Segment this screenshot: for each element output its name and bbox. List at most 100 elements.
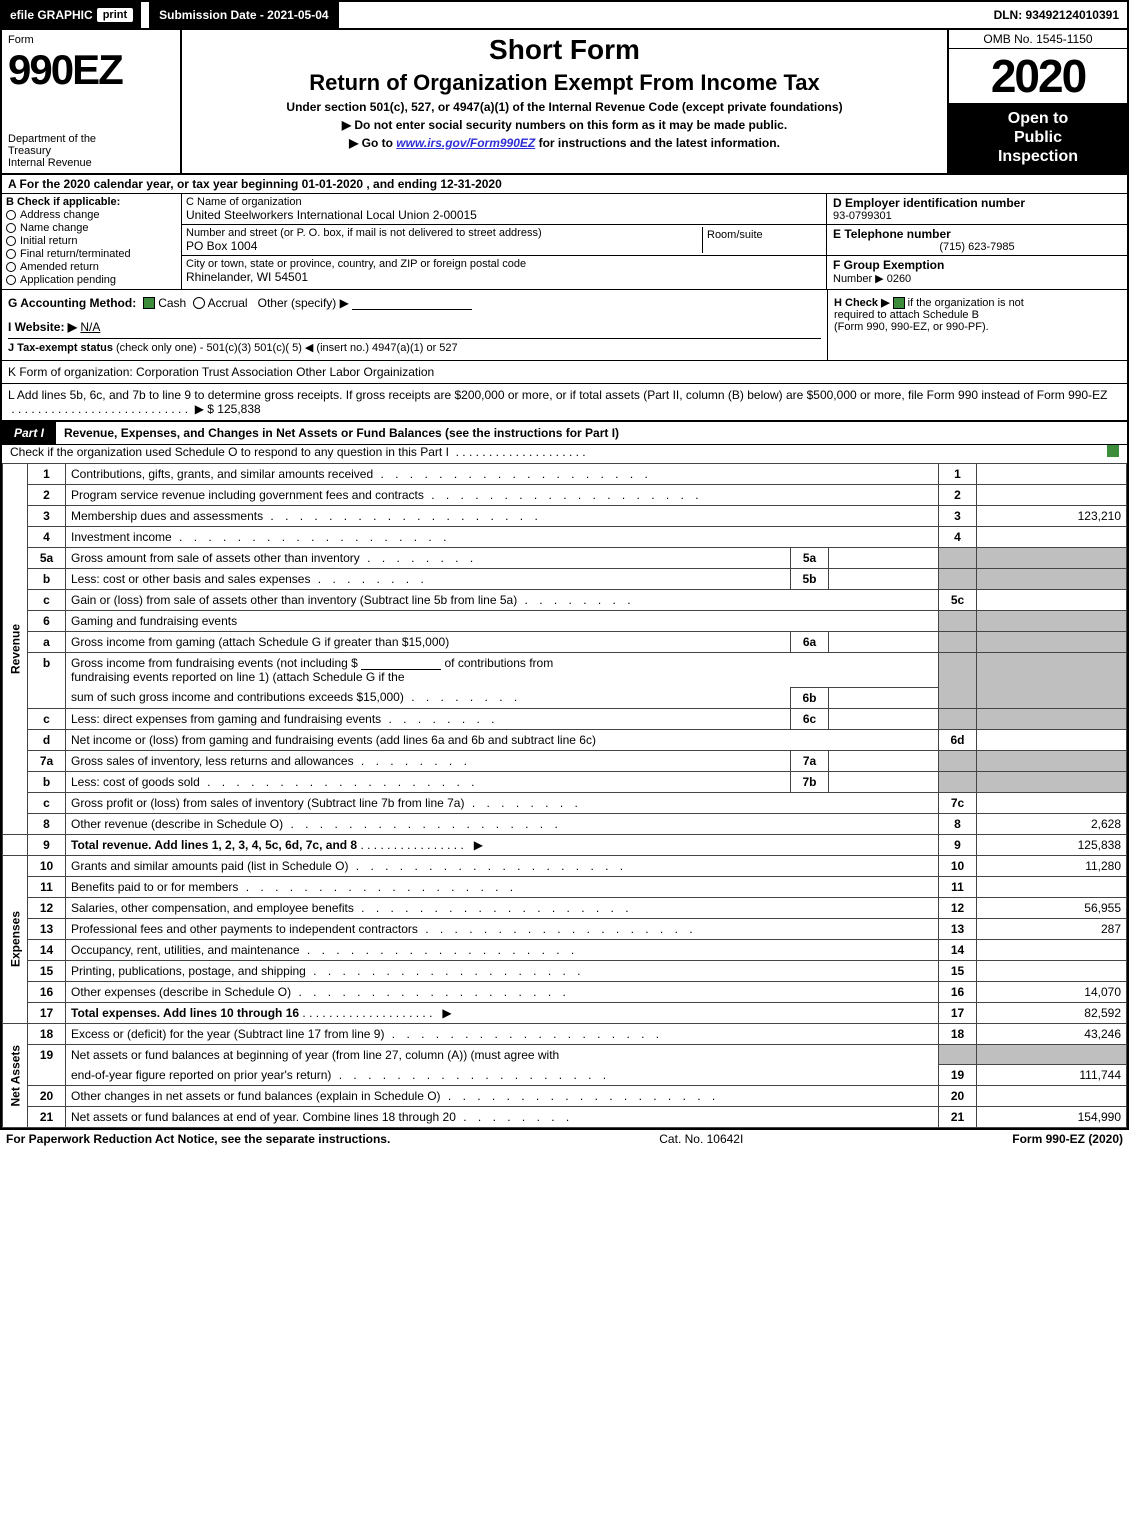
room-label: Room/suite [707,229,818,241]
checkbox-icon [6,223,16,233]
line-desc: Total revenue. Add lines 1, 2, 3, 4, 5c,… [66,834,939,855]
line-number: 5a [28,547,66,568]
checkbox-icon [6,275,16,285]
schedule-o-checkbox-icon[interactable] [1107,445,1119,457]
line-desc: Printing, publications, postage, and shi… [66,960,939,981]
mid-ref: 7b [791,771,829,792]
title-center: Short Form Return of Organization Exempt… [182,30,947,173]
cb-final-return[interactable]: Final return/terminated [6,248,177,260]
efile-badge: efile GRAPHIC print [2,2,141,28]
table-row: b Less: cost or other basis and sales ex… [3,568,1127,589]
line-number: 19 [28,1044,66,1086]
table-row: 11 Benefits paid to or for members 11 [3,876,1127,897]
line-ref: 8 [939,813,977,834]
org-name-label: C Name of organization [186,196,822,208]
g-accrual: Accrual [208,296,248,310]
table-row: c Gain or (loss) from sale of assets oth… [3,589,1127,610]
line-number: 14 [28,939,66,960]
line-value-grey [977,631,1127,652]
part-sub-text: Check if the organization used Schedule … [10,445,449,459]
mid-ref: 7a [791,750,829,771]
public-inspection-badge: Open to Public Inspection [949,103,1127,173]
line-value [977,484,1127,505]
line-ref-grey [939,610,977,631]
cb-application-pending[interactable]: Application pending [6,274,177,286]
line-ref: 9 [939,834,977,855]
line-desc: end-of-year figure reported on prior yea… [66,1065,939,1086]
line-desc: Contributions, gifts, grants, and simila… [66,463,939,484]
table-row: Revenue 1 Contributions, gifts, grants, … [3,463,1127,484]
g-label: G Accounting Method: [8,296,136,310]
col-def: D Employer identification number 93-0799… [827,194,1127,289]
line-number: 2 [28,484,66,505]
line-ref: 1 [939,463,977,484]
under-section-text: Under section 501(c), 527, or 4947(a)(1)… [286,100,842,114]
contrib-amount-input[interactable] [361,656,441,670]
form-id-block: Form 990EZ Department of the Treasury In… [2,30,182,173]
line-ref: 5c [939,589,977,610]
part-badge: Part I [2,422,56,444]
line-number: 8 [28,813,66,834]
line-ref: 18 [939,1023,977,1044]
form-word: Form [8,34,174,46]
checkbox-icon [6,262,16,272]
line-value: 11,280 [977,855,1127,876]
line-value: 56,955 [977,897,1127,918]
table-row: 8 Other revenue (describe in Schedule O)… [3,813,1127,834]
table-row: 15 Printing, publications, postage, and … [3,960,1127,981]
line-value [977,792,1127,813]
ein-value: 93-0799301 [833,210,1121,222]
inspect-line: Inspection [951,147,1125,166]
cb-amended-return[interactable]: Amended return [6,261,177,273]
catalog-number: Cat. No. 10642I [390,1132,1012,1146]
line-ref: 20 [939,1086,977,1107]
col-c-name-address: C Name of organization United Steelworke… [182,194,827,289]
org-name-value: United Steelworkers International Local … [186,208,822,222]
line-desc: Gross sales of inventory, less returns a… [66,750,791,771]
table-row: 13 Professional fees and other payments … [3,918,1127,939]
form-page: efile GRAPHIC print Submission Date - 20… [0,0,1129,1130]
cb-name-change[interactable]: Name change [6,222,177,234]
line-value: 111,744 [977,1065,1127,1086]
accrual-checkbox-icon[interactable] [193,297,205,309]
line-desc: Total expenses. Add lines 10 through 16 … [66,1002,939,1023]
cb-address-change[interactable]: Address change [6,209,177,221]
mid-value [829,631,939,652]
line-desc: Program service revenue including govern… [66,484,939,505]
inspect-line: Public [951,128,1125,147]
tax-year: 2020 [949,49,1127,103]
line-number: c [28,708,66,729]
table-row: 12 Salaries, other compensation, and emp… [3,897,1127,918]
line-desc: Occupancy, rent, utilities, and maintena… [66,939,939,960]
col-b-header: B Check if applicable: [6,196,177,208]
city-value: Rhinelander, WI 54501 [186,270,822,284]
h-checkbox-icon[interactable] [893,297,905,309]
website-value: N/A [80,320,100,334]
cash-checkbox-icon[interactable] [143,297,155,309]
irs-link[interactable]: www.irs.gov/Form990EZ [396,136,535,150]
line-value-grey [977,547,1127,568]
line-value-grey [977,750,1127,771]
phone-label: E Telephone number [833,227,1121,241]
table-row: 3 Membership dues and assessments 3 123,… [3,505,1127,526]
line-number: 3 [28,505,66,526]
table-row: c Gross profit or (loss) from sales of i… [3,792,1127,813]
row-k: K Form of organization: Corporation Trus… [2,361,1127,384]
line-desc: Excess or (deficit) for the year (Subtra… [66,1023,939,1044]
cb-initial-return[interactable]: Initial return [6,235,177,247]
print-button[interactable]: print [97,8,133,22]
org-name-cell: C Name of organization United Steelworke… [182,194,826,225]
mid-value [829,771,939,792]
row-g: G Accounting Method: Cash Accrual Other … [8,296,821,310]
col-b-check-applicable: B Check if applicable: Address change Na… [2,194,182,289]
form-number: 990EZ [8,46,174,94]
line-number: 4 [28,526,66,547]
other-specify-input[interactable] [352,296,472,310]
table-row: b Less: cost of goods sold 7b [3,771,1127,792]
cb-label: Address change [20,209,100,221]
line-desc: Gross income from gaming (attach Schedul… [66,631,791,652]
line-value: 154,990 [977,1107,1127,1128]
line-number: 9 [28,834,66,855]
line-desc: Net income or (loss) from gaming and fun… [66,729,939,750]
line-value: 2,628 [977,813,1127,834]
